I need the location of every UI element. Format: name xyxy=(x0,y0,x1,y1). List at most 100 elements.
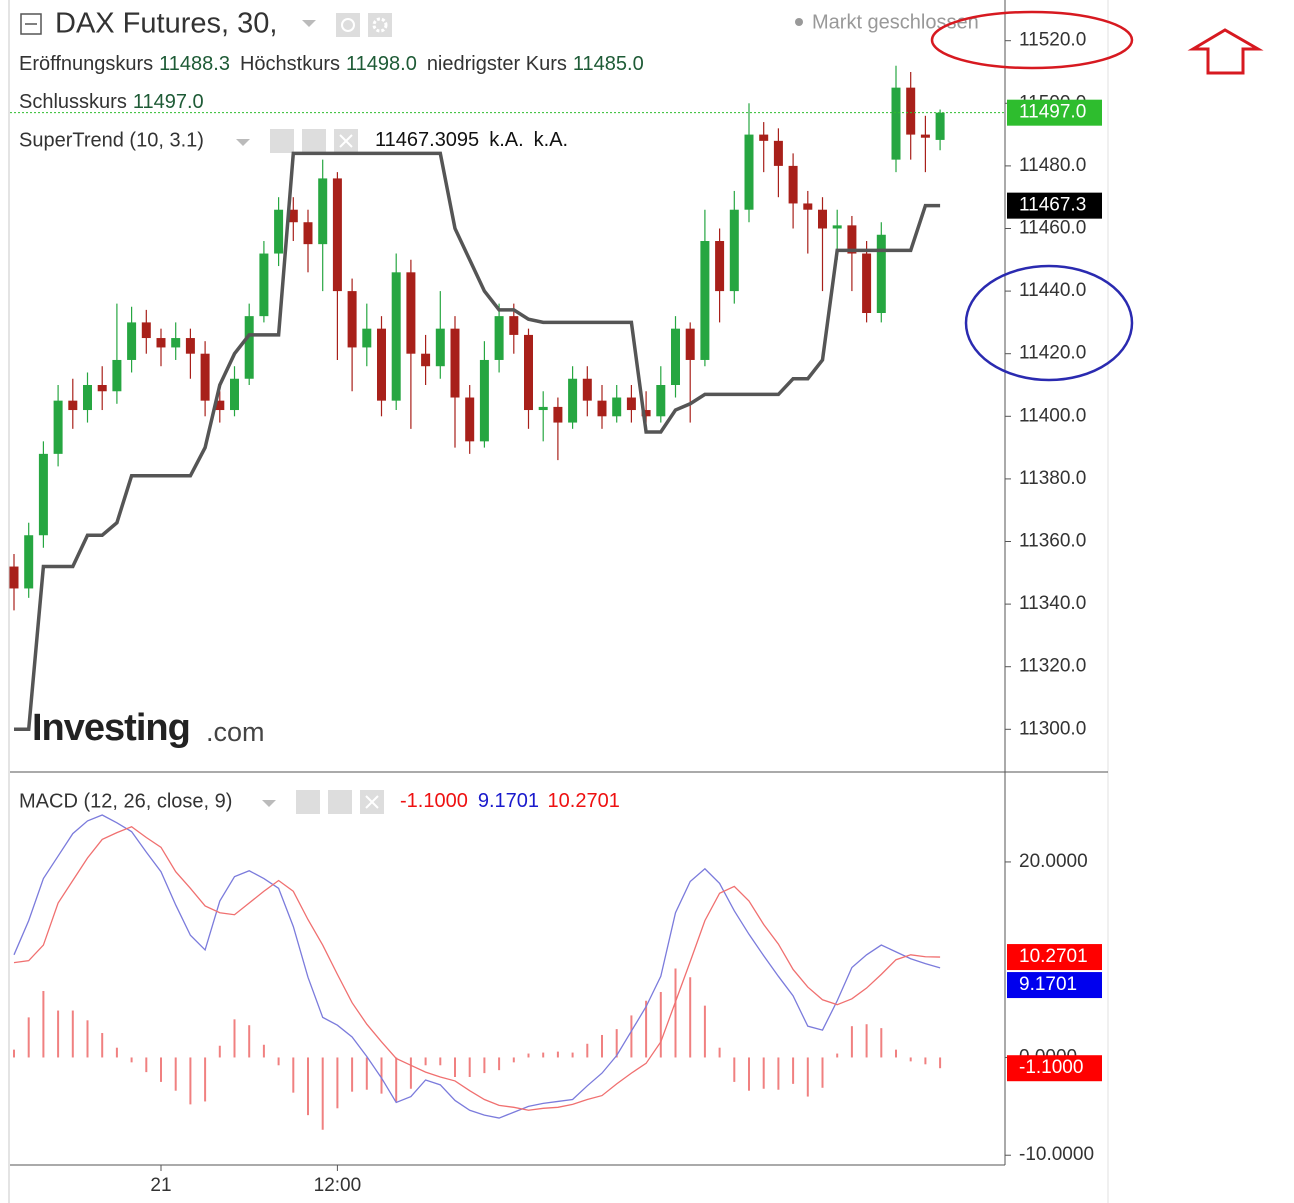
y-tick-label: 11520.0 xyxy=(1019,30,1086,51)
indicator-name: SuperTrend (10, 3.1) xyxy=(19,129,204,151)
indicator-value: -1.1000 xyxy=(400,790,468,812)
candle-body xyxy=(465,397,475,442)
candle-body xyxy=(68,400,78,411)
candle-body xyxy=(906,87,916,135)
candle-body xyxy=(582,378,592,401)
candle-body xyxy=(230,378,239,411)
watermark-suffix: .com xyxy=(206,717,265,747)
gear-icon xyxy=(372,17,388,33)
price-badge xyxy=(1007,192,1102,219)
indicator-name: MACD (12, 26, close, 9) xyxy=(19,790,232,812)
candle-body xyxy=(524,334,533,411)
candle-body xyxy=(847,225,857,254)
candle-body xyxy=(200,353,210,401)
candle-body xyxy=(612,397,622,417)
x-tick-label: 12:00 xyxy=(314,1175,362,1196)
candle-body xyxy=(553,406,563,423)
candle-body xyxy=(259,253,269,317)
y-tick-label: 11360.0 xyxy=(1019,531,1086,552)
candle-body xyxy=(891,87,901,160)
indicator-value: 11467.3095 xyxy=(375,129,479,151)
candle-body xyxy=(862,253,872,314)
remove-icon xyxy=(365,795,379,809)
indicator-value: 10.2701 xyxy=(548,790,620,812)
annotation-ellipse xyxy=(930,10,1134,70)
price-badge-label: -1.1000 xyxy=(1019,1057,1083,1078)
candle-body xyxy=(171,338,181,348)
indicator-value: 9.1701 xyxy=(478,790,539,812)
eye-button[interactable] xyxy=(270,129,294,153)
dropdown-arrow[interactable] xyxy=(262,800,276,807)
price-badge xyxy=(1007,972,1102,999)
legend-value: 11498.0 xyxy=(346,53,417,75)
eye-button[interactable] xyxy=(296,790,320,814)
market-status: Markt geschlossen xyxy=(812,11,979,33)
candle-body xyxy=(391,272,401,401)
x-tick-label: 21 xyxy=(150,1175,171,1196)
candle-body xyxy=(97,385,107,392)
y-tick-label: 11400.0 xyxy=(1019,405,1086,426)
legend: Eröffnungskurs 11488.3 Höchstkurs 11498.0 ni… xyxy=(19,53,644,75)
settings-button[interactable] xyxy=(368,13,392,37)
legend: -1.1000 9.1701 10.2701 xyxy=(400,790,620,812)
candle-body xyxy=(788,165,798,204)
candle-body xyxy=(641,410,651,417)
candle-body xyxy=(803,203,813,210)
candle-body xyxy=(112,359,122,392)
watermark: Investing xyxy=(32,707,190,749)
candle-body xyxy=(626,397,636,411)
settings-button[interactable] xyxy=(328,790,352,814)
y-tick-label: 11380.0 xyxy=(1019,468,1086,489)
price-badge-label: 9.1701 xyxy=(1019,974,1077,995)
candle-body xyxy=(303,222,313,245)
eye-button[interactable] xyxy=(336,13,360,37)
candle-body xyxy=(244,316,254,379)
candle-body xyxy=(597,400,607,417)
price-badge-label: 11467.3 xyxy=(1019,195,1086,216)
candle-body xyxy=(744,134,754,210)
legend-value: 11485.0 xyxy=(573,53,644,75)
candle-body xyxy=(318,178,328,245)
y-tick-label: 20.0000 xyxy=(1019,851,1088,872)
y-tick-label: 11320.0 xyxy=(1019,656,1086,677)
y-tick-label: 11460.0 xyxy=(1019,218,1086,239)
dropdown-arrow[interactable] xyxy=(236,139,250,146)
candle-body xyxy=(759,134,769,141)
legend: 11467.3095 k.A. k.A. xyxy=(375,129,568,151)
annotation-ellipse xyxy=(964,264,1134,382)
candle-body xyxy=(332,178,342,292)
macd-controls xyxy=(262,790,384,814)
remove-icon xyxy=(339,134,353,148)
settings-button[interactable] xyxy=(302,129,326,153)
candle-body xyxy=(141,322,151,339)
candle-body xyxy=(685,328,695,360)
candle-body xyxy=(406,272,416,354)
y-tick-label: 11340.0 xyxy=(1019,593,1086,614)
candle-body xyxy=(568,378,578,423)
candle-body xyxy=(494,316,504,360)
candle-body xyxy=(362,328,372,348)
collapse-button[interactable] xyxy=(20,13,42,35)
candle-body xyxy=(479,359,489,442)
candle-body xyxy=(671,328,680,385)
candle-body xyxy=(347,291,357,348)
y-tick-label: 11300.0 xyxy=(1019,718,1086,739)
candle-body xyxy=(83,385,92,411)
candle-body xyxy=(935,112,945,140)
eye-icon xyxy=(341,18,355,32)
candle-body xyxy=(53,400,63,454)
candle-body xyxy=(185,338,195,354)
legend-label: Schlusskurs xyxy=(19,91,127,113)
candle-body xyxy=(700,241,710,360)
candle-body xyxy=(288,209,298,223)
macd-line xyxy=(13,814,941,1119)
candle-body xyxy=(24,535,34,589)
supertrend-controls xyxy=(236,129,358,153)
candle-body xyxy=(215,400,225,411)
candle-body xyxy=(773,140,783,166)
candle-body xyxy=(435,328,445,367)
price-badge xyxy=(1007,99,1102,126)
candle-body xyxy=(832,225,842,229)
dropdown-arrow[interactable] xyxy=(302,20,316,27)
